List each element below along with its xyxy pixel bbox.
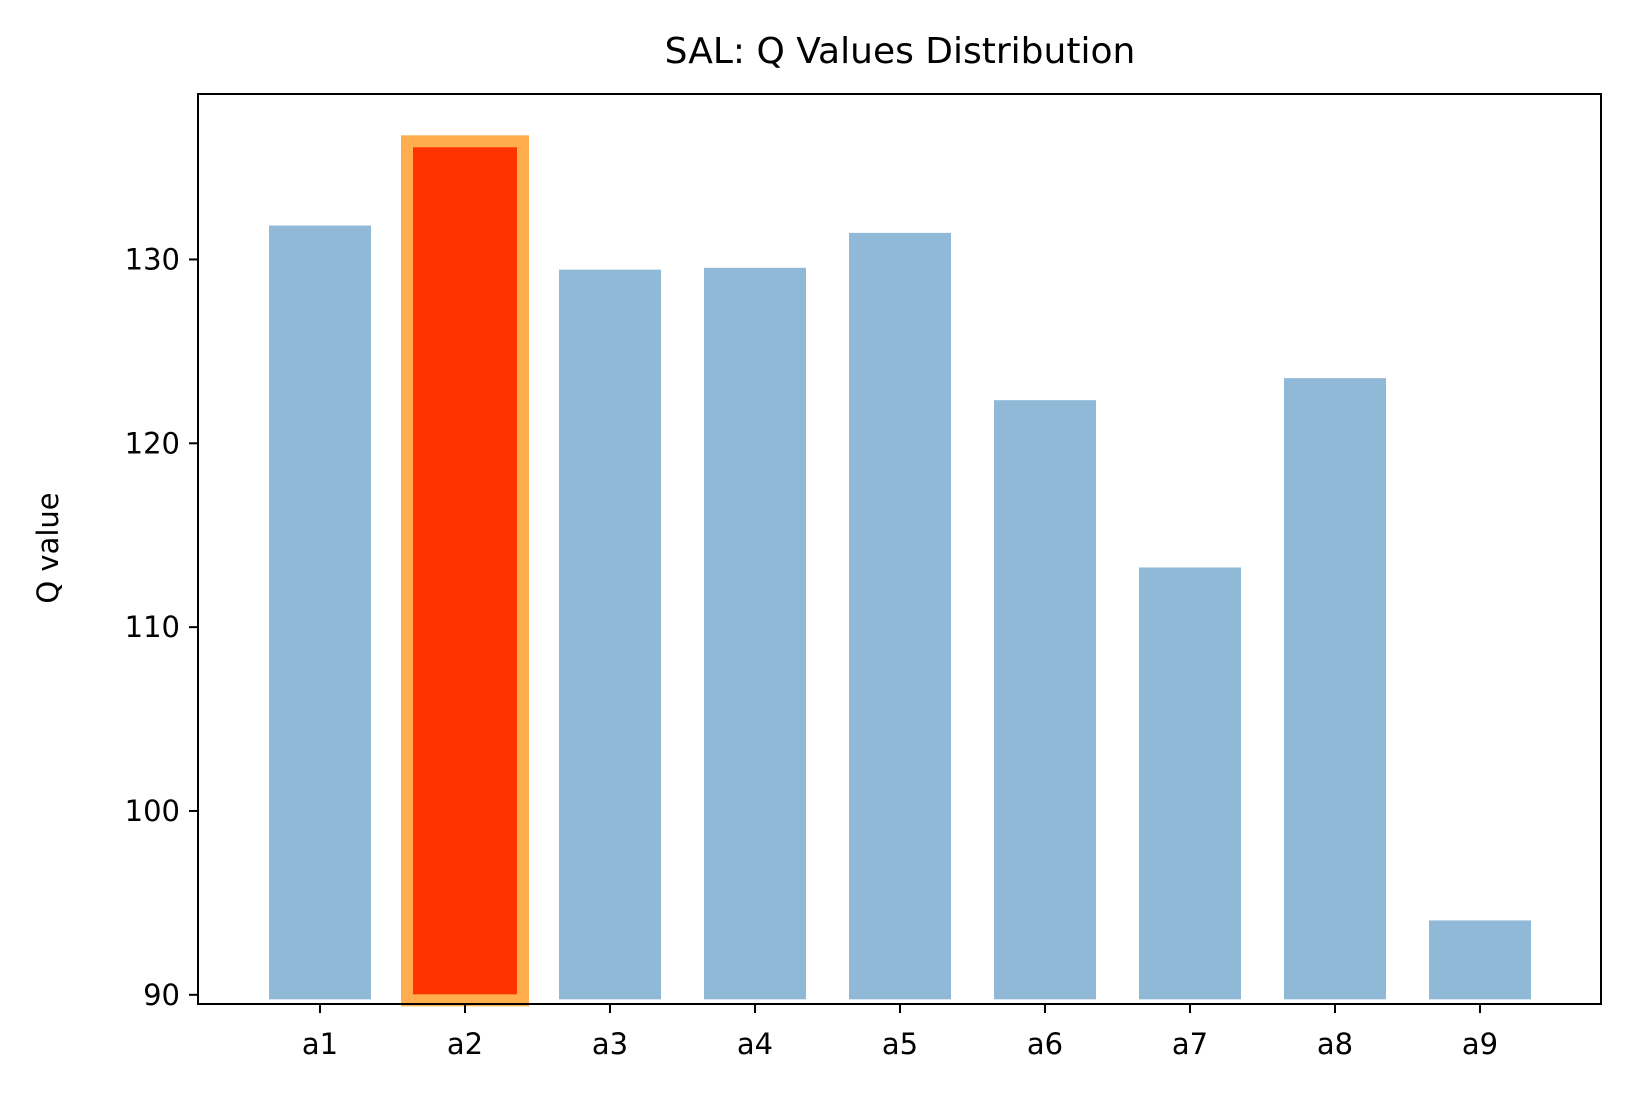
y-tick-label-130: 130 <box>125 242 180 276</box>
chart-title: SAL: Q Values Distribution <box>665 31 1136 72</box>
x-tick-label-a3: a3 <box>592 1027 628 1061</box>
bar-a1 <box>267 223 373 1002</box>
x-tick-label-a6: a6 <box>1027 1027 1063 1061</box>
bars-layer <box>267 135 1533 1007</box>
y-tick-label-120: 120 <box>125 426 180 460</box>
bar-a3 <box>557 267 663 1002</box>
bar-a9 <box>1427 918 1533 1002</box>
x-tick-label-a9: a9 <box>1462 1027 1498 1061</box>
bar-a6 <box>992 398 1098 1002</box>
x-tick-label-a7: a7 <box>1172 1027 1208 1061</box>
x-tick-label-a5: a5 <box>882 1027 918 1061</box>
x-tick-label-a4: a4 <box>737 1027 773 1061</box>
x-tick-label-a2: a2 <box>447 1027 483 1061</box>
y-axis: 90 100 110 120 130 <box>125 242 198 1012</box>
x-tick-label-a8: a8 <box>1317 1027 1353 1061</box>
y-tick-label-100: 100 <box>125 794 180 828</box>
bar-a5 <box>847 230 953 1002</box>
bar-a7 <box>1137 565 1243 1002</box>
bar-a8 <box>1282 376 1388 1002</box>
bar-a4 <box>702 265 808 1002</box>
y-tick-label-90: 90 <box>143 978 180 1012</box>
y-tick-label-110: 110 <box>125 610 180 644</box>
x-tick-label-a1: a1 <box>302 1027 338 1061</box>
bar-a2 <box>401 135 529 1007</box>
x-axis: a1 a2 a3 a4 a5 a6 a7 a8 a9 <box>302 1004 1498 1061</box>
y-axis-label: Q value <box>31 492 65 603</box>
